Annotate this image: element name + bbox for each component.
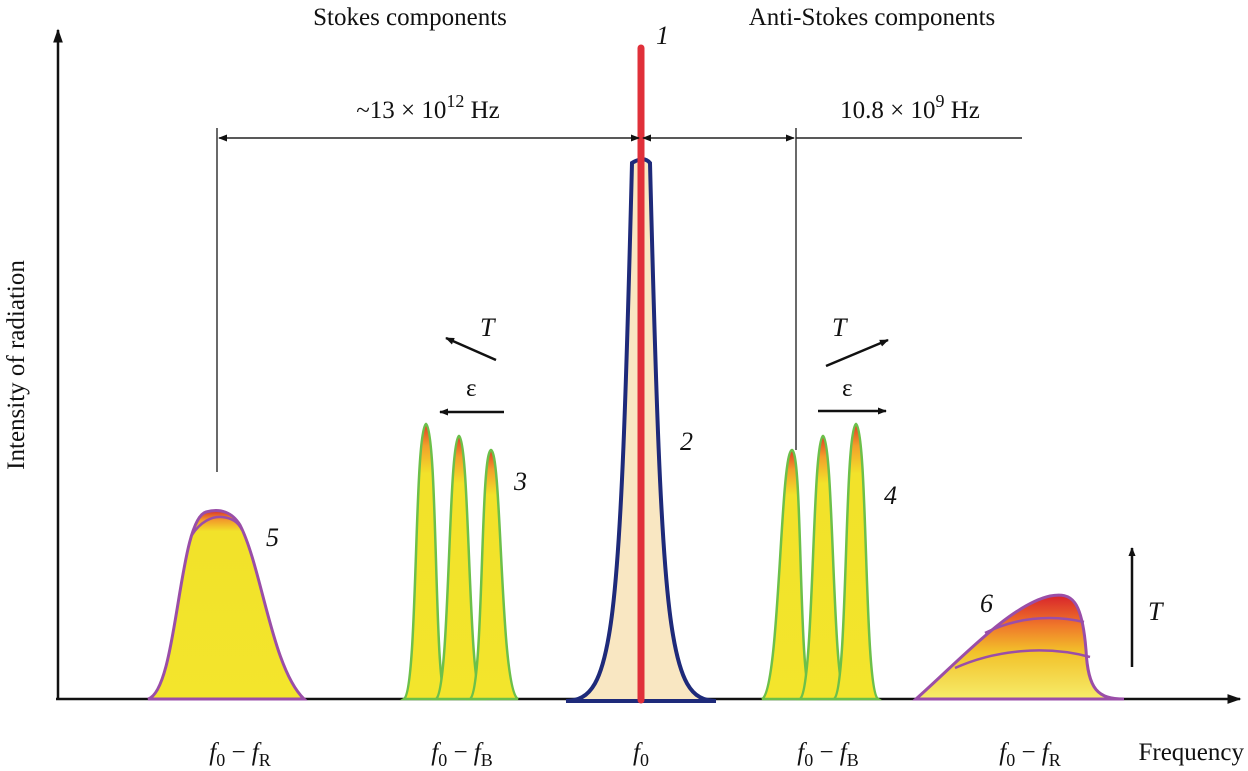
brillouin-antistokes-peaks bbox=[761, 422, 883, 701]
antistokes-eps-label: ε bbox=[842, 375, 853, 402]
tick-stokes-brillouin: f0 − fB bbox=[431, 739, 493, 770]
x-axis-label: Frequency bbox=[1138, 739, 1244, 766]
peak-label-1: 1 bbox=[656, 21, 669, 50]
tick-center: f0 bbox=[633, 739, 649, 770]
brillouin-stokes-peaks bbox=[399, 422, 519, 701]
peak-label-3: 3 bbox=[513, 467, 527, 496]
raman-antistokes-peak bbox=[912, 593, 1125, 701]
raman-T-label: T bbox=[1148, 597, 1164, 626]
antistokes-T-label: T bbox=[832, 313, 848, 342]
raman-stokes-peak bbox=[147, 509, 308, 701]
stokes-temperature-arrow bbox=[445, 336, 497, 362]
stokes-label: Stokes components bbox=[313, 4, 507, 31]
peak-label-5: 5 bbox=[266, 523, 279, 552]
stokes-eps-label: ε bbox=[466, 375, 477, 402]
brillouin-interval-label: 10.8 × 109 Hz bbox=[840, 91, 980, 124]
peak-label-2: 2 bbox=[680, 427, 693, 456]
raman-interval-label: ~13 × 1012 Hz bbox=[356, 91, 500, 124]
peak-label-6: 6 bbox=[980, 589, 993, 618]
peak-label-4: 4 bbox=[884, 481, 897, 510]
anti-stokes-label: Anti-Stokes components bbox=[749, 4, 996, 31]
tick-antistokes-brillouin: f0 − fB bbox=[797, 739, 859, 770]
y-axis-label: Intensity of radiation bbox=[3, 260, 30, 470]
tick-antistokes-raman: f0 − fR bbox=[999, 739, 1061, 770]
stokes-T-label: T bbox=[480, 313, 496, 342]
antistokes-temperature-arrow bbox=[825, 338, 889, 368]
tick-stokes-raman: f0 − fR bbox=[209, 739, 271, 770]
